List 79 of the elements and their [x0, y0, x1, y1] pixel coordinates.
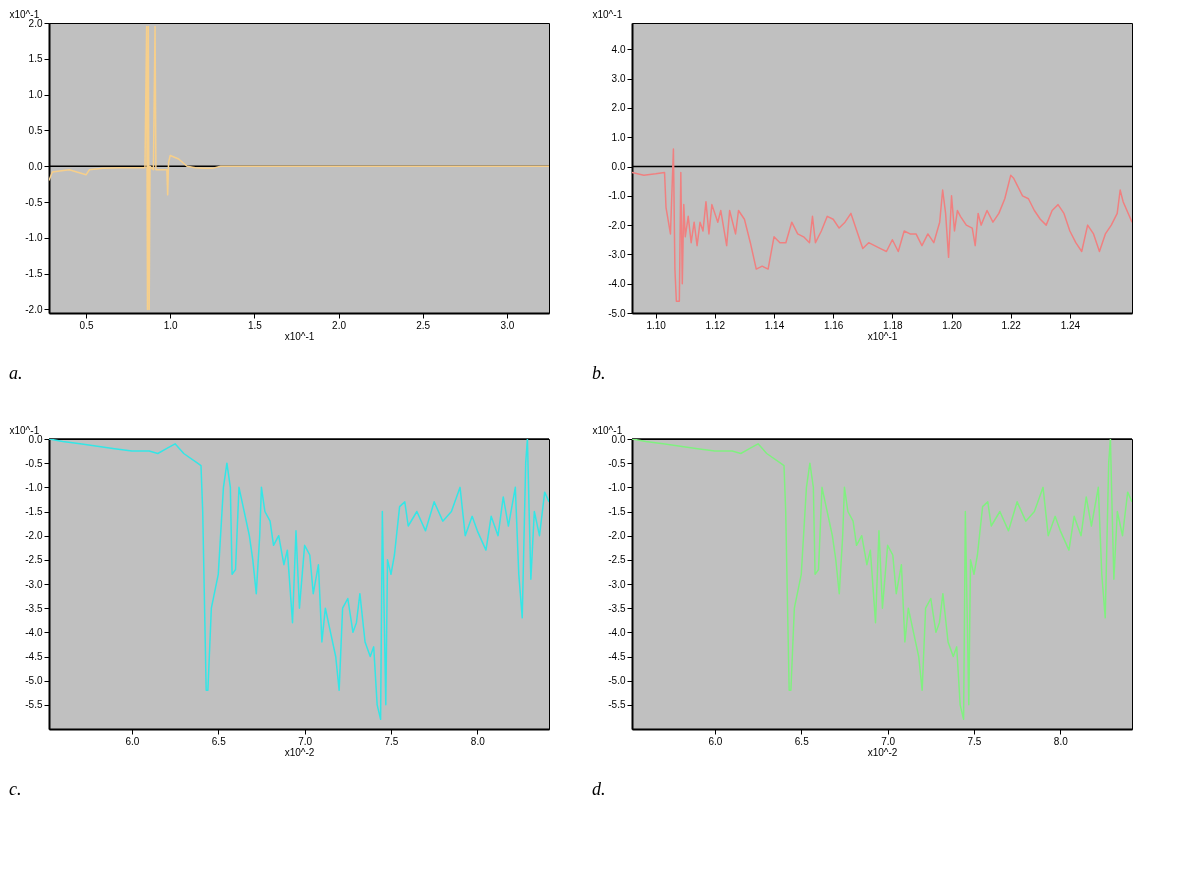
y-tick-label: 1.0 — [611, 131, 626, 143]
x-axis-title: x10^-1 — [867, 330, 898, 342]
y-tick-label: -2.5 — [25, 554, 43, 566]
x-tick-label: 2.0 — [332, 319, 347, 331]
y-tick-label: 0.0 — [611, 161, 626, 173]
x-tick-label: 1.24 — [1060, 319, 1081, 331]
y-tick-label: -5.5 — [608, 699, 626, 711]
x-axis-title: x10^-1 — [284, 330, 315, 342]
x-tick-label: 1.12 — [705, 319, 726, 331]
y-tick-label: -3.5 — [25, 602, 43, 614]
y-tick-label: -3.0 — [608, 578, 626, 590]
y-tick-label: -5.0 — [25, 675, 43, 687]
y-tick-label: 0.0 — [611, 433, 626, 445]
x-tick-label: 7.0 — [881, 735, 896, 747]
x-tick-label: 7.5 — [384, 735, 399, 747]
y-tick-label: -0.5 — [25, 457, 43, 469]
x-tick-label: 6.0 — [125, 735, 140, 747]
x-tick-label: 7.0 — [298, 735, 313, 747]
y-tick-label: 1.0 — [28, 89, 43, 101]
y-tick-label: 4.0 — [611, 43, 626, 55]
y-tick-label: -5.0 — [608, 675, 626, 687]
y-tick-label: -3.0 — [25, 578, 43, 590]
y-tick-label: -2.0 — [25, 303, 43, 315]
y-tick-label: -5.5 — [25, 699, 43, 711]
y-tick-label: -2.5 — [608, 554, 626, 566]
x-tick-label: 6.5 — [794, 735, 810, 747]
x-axis-title: x10^-2 — [284, 746, 315, 758]
y-tick-label: -3.0 — [608, 248, 626, 260]
text: c. — [9, 779, 22, 799]
y-tick-label: -4.0 — [25, 626, 43, 638]
y-tick-label: 0.0 — [28, 433, 43, 445]
x-axis-title: x10^-2 — [867, 746, 898, 758]
y-tick-label: 3.0 — [611, 73, 626, 85]
text: a. — [9, 363, 23, 383]
x-tick-label: 7.5 — [967, 735, 982, 747]
x-tick-label: 1.16 — [823, 319, 844, 331]
y-tick-label: -4.0 — [608, 278, 626, 290]
y-tick-label: -4.0 — [608, 626, 626, 638]
y-axis-title: x10^-1 — [9, 424, 40, 436]
x-tick-label: 1.22 — [1001, 319, 1022, 331]
y-tick-label: 1.5 — [28, 53, 43, 65]
x-tick-label: 8.0 — [470, 735, 486, 747]
y-tick-label: -5.0 — [608, 307, 626, 319]
y-tick-label: 0.5 — [28, 124, 43, 136]
y-tick-label: -2.0 — [25, 530, 43, 542]
x-tick-label: 0.5 — [79, 319, 94, 331]
y-axis-title: x10^-1 — [9, 8, 40, 20]
y-tick-label: -1.5 — [608, 506, 626, 517]
y-tick-label: -1.0 — [608, 481, 626, 493]
y-tick-label: -1.0 — [25, 232, 43, 244]
x-tick-label: 1.5 — [247, 319, 263, 331]
y-tick-label: -1.5 — [25, 506, 43, 517]
y-axis-title: x10^-1 — [592, 8, 623, 20]
text: d. — [592, 779, 606, 799]
x-tick-label: 6.0 — [708, 735, 723, 747]
y-tick-label: -0.5 — [608, 457, 626, 469]
y-tick-label: -4.5 — [608, 651, 626, 662]
x-tick-label: 1.0 — [163, 319, 179, 331]
y-axis-title: x10^-1 — [592, 424, 623, 436]
x-tick-label: 1.10 — [646, 319, 667, 331]
x-tick-label: 6.5 — [211, 735, 227, 747]
x-tick-label: 1.14 — [764, 319, 785, 331]
text: b. — [592, 363, 606, 383]
y-tick-label: 2.0 — [28, 17, 43, 29]
x-tick-label: 1.18 — [883, 319, 904, 331]
y-tick-label: -2.0 — [608, 219, 626, 231]
y-tick-label: -1.5 — [25, 268, 43, 280]
y-tick-label: -1.0 — [25, 481, 43, 493]
y-tick-label: 0.0 — [28, 160, 43, 172]
y-tick-label: -4.5 — [25, 651, 43, 662]
y-tick-label: -0.5 — [25, 196, 43, 208]
y-tick-label: -2.0 — [608, 530, 626, 542]
x-tick-label: 2.5 — [416, 319, 431, 331]
y-tick-label: -1.0 — [608, 190, 626, 202]
x-tick-label: 3.0 — [500, 319, 515, 331]
y-tick-label: 2.0 — [611, 102, 626, 114]
x-tick-label: 1.20 — [942, 319, 963, 331]
x-tick-label: 8.0 — [1053, 735, 1069, 747]
y-tick-label: -3.5 — [608, 602, 626, 614]
